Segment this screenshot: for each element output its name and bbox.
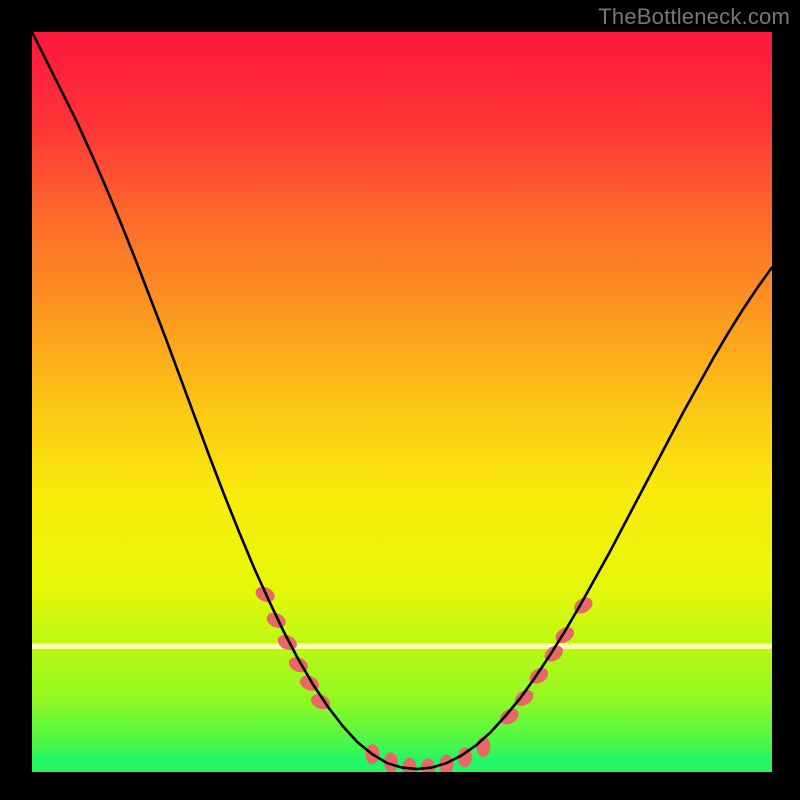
watermark-label: TheBottleneck.com xyxy=(598,4,790,30)
bottleneck-chart xyxy=(0,0,800,800)
chart-gradient-bg xyxy=(32,32,772,772)
chart-root: TheBottleneck.com xyxy=(0,0,800,800)
bottom-green-band xyxy=(32,758,772,772)
